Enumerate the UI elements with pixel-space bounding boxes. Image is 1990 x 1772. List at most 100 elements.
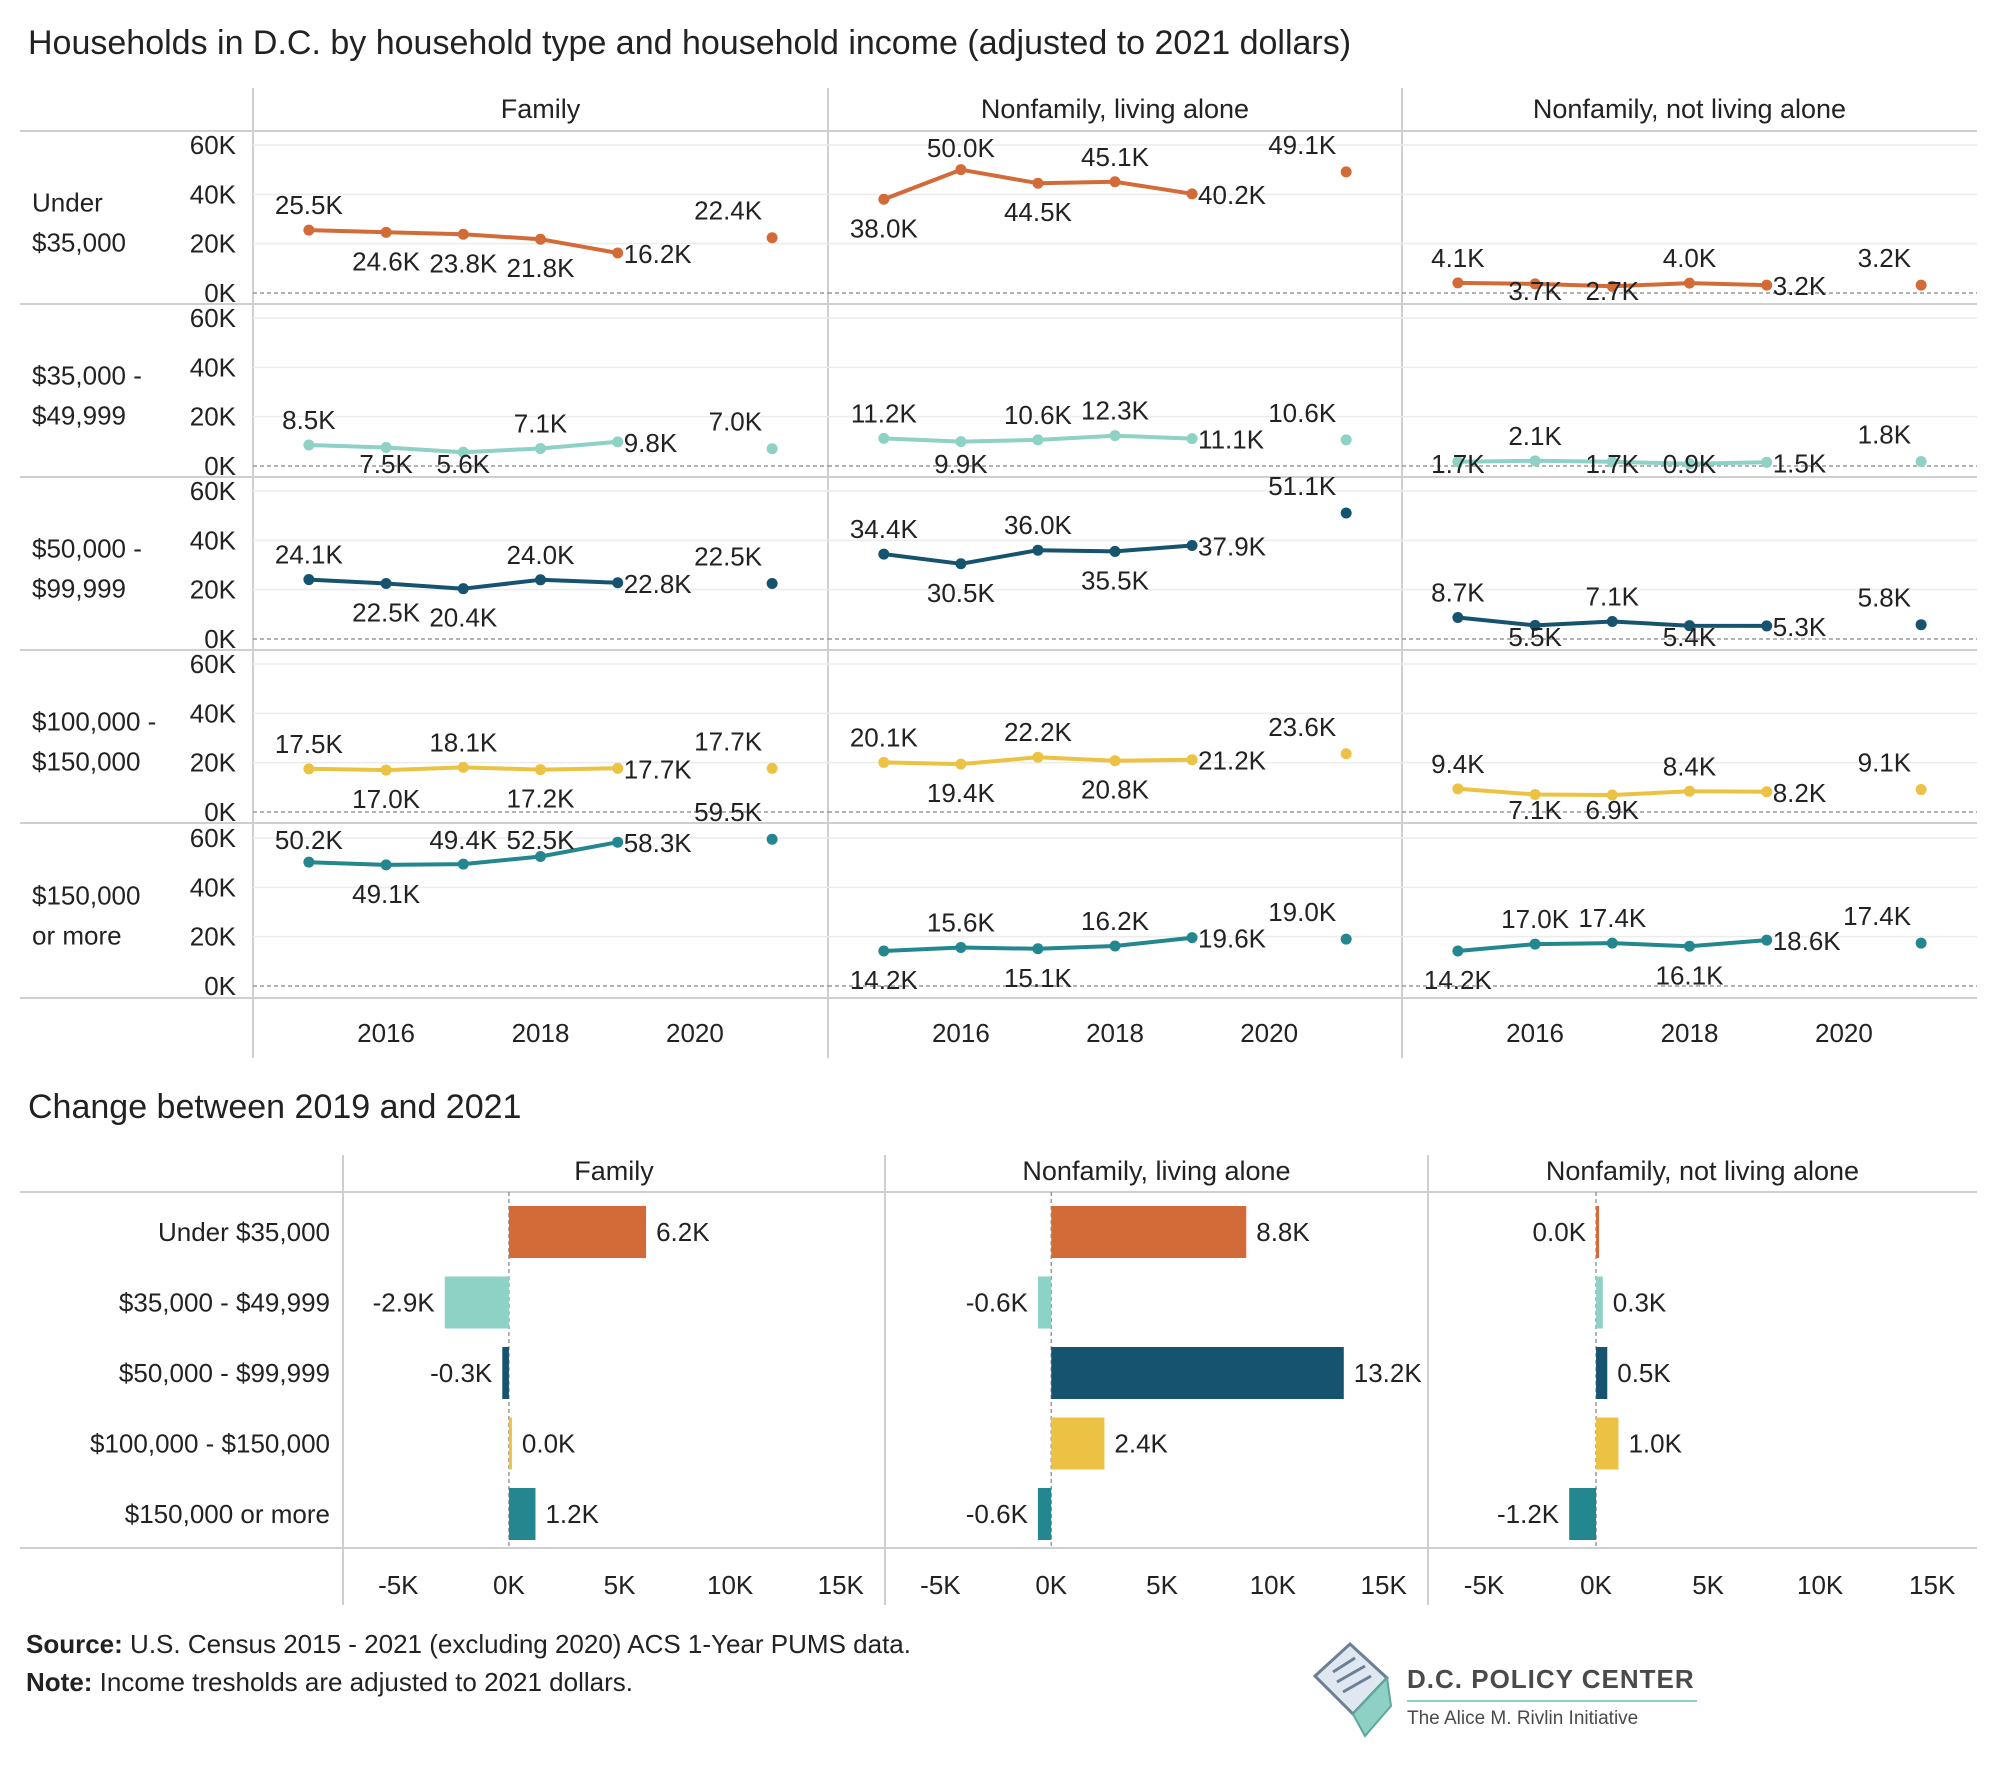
y-tick-label: 60K — [190, 303, 237, 333]
data-point — [955, 942, 967, 954]
data-label: 17.7K — [624, 754, 693, 784]
data-point — [766, 762, 778, 774]
data-point — [457, 583, 469, 595]
data-label: 23.6K — [1268, 712, 1337, 742]
y-tick-label: 0K — [204, 971, 236, 1001]
data-label: 49.4K — [429, 825, 498, 855]
data-point — [1606, 789, 1618, 801]
data-point — [1186, 433, 1198, 445]
data-point — [1684, 458, 1695, 470]
logo-divider — [1407, 1700, 1697, 1702]
chart-canvas: Households in D.C. by household type and… — [20, 24, 1977, 1605]
data-point — [766, 443, 778, 455]
row-label: $100,000 - — [32, 707, 156, 737]
x-tick-label: 0K — [1580, 1570, 1612, 1600]
data-point — [303, 574, 315, 586]
data-point — [1684, 620, 1695, 632]
y-tick-label: 40K — [190, 352, 237, 382]
note-label: Note: — [26, 1667, 93, 1697]
y-tick-label: 40K — [190, 872, 237, 902]
data-label: 22.4K — [694, 196, 763, 226]
y-tick-label: 20K — [190, 402, 237, 432]
change-title: Change between 2019 and 2021 — [28, 1088, 521, 1126]
data-label: 15.6K — [927, 908, 996, 938]
data-label: 23.8K — [429, 248, 498, 278]
data-point — [1915, 937, 1927, 949]
data-point — [1109, 940, 1121, 952]
data-point — [612, 762, 624, 774]
data-label: 1.5K — [1773, 448, 1827, 478]
x-tick-label: 15K — [1909, 1570, 1956, 1600]
data-label: 16.2K — [624, 239, 693, 269]
data-point — [1915, 784, 1927, 796]
data-point — [1529, 788, 1541, 800]
y-tick-label: 20K — [190, 748, 237, 778]
data-point — [1915, 279, 1927, 291]
data-point — [457, 761, 469, 773]
data-point — [612, 577, 624, 589]
column-header: Nonfamily, not living alone — [1533, 94, 1846, 124]
data-label: 8.5K — [282, 405, 336, 435]
change-bar — [1051, 1347, 1344, 1399]
data-point — [878, 945, 890, 957]
data-point — [303, 439, 315, 451]
column-header: Family — [501, 94, 581, 124]
data-point — [1109, 430, 1121, 442]
bar-label: 0.0K — [522, 1429, 576, 1459]
data-label: 4.0K — [1663, 243, 1717, 273]
data-point — [878, 548, 890, 560]
bar-label: 2.4K — [1114, 1429, 1168, 1459]
y-tick-label: 20K — [190, 229, 237, 259]
bar-panels-marks: 6.2K -2.9K -0.3K 0.0K 1.2K 8.8K -0.6K 13.2K 2.4K… — [373, 1206, 1683, 1540]
line-panels-grid: Family Nonfamily, living alone Nonfamily, … — [20, 88, 1977, 1058]
data-point — [1340, 434, 1352, 446]
data-label: 25.5K — [275, 190, 344, 220]
data-point — [1529, 278, 1541, 290]
row-label: $99,999 — [32, 574, 126, 604]
data-label: 17.7K — [694, 726, 763, 756]
data-label: 10.6K — [1268, 398, 1337, 428]
note-text: Income tresholds are adjusted to 2021 do… — [99, 1667, 633, 1697]
data-label: 16.2K — [1081, 906, 1150, 936]
x-tick-label: 2018 — [1661, 1018, 1719, 1048]
data-point — [457, 446, 469, 458]
data-label: 36.0K — [1004, 510, 1073, 540]
data-point — [380, 226, 392, 238]
data-point — [1761, 456, 1773, 468]
data-point — [766, 833, 778, 845]
data-label: 24.1K — [275, 540, 344, 570]
data-point — [535, 233, 546, 245]
data-label: 5.5K — [1508, 622, 1562, 652]
data-point — [380, 578, 392, 589]
data-point — [535, 442, 546, 454]
data-point — [1186, 754, 1198, 766]
data-point — [1452, 783, 1464, 795]
data-label: 17.4K — [1578, 903, 1647, 933]
x-tick-label: 15K — [1361, 1570, 1408, 1600]
data-point — [535, 851, 546, 862]
x-tick-label: 2018 — [512, 1018, 570, 1048]
row-label: $50,000 - — [32, 534, 142, 564]
y-tick-label: 40K — [190, 179, 237, 209]
column-header: Nonfamily, living alone — [981, 94, 1249, 124]
logo-tagline: The Alice M. Rivlin Initiative — [1407, 1708, 1639, 1729]
data-label: 18.1K — [429, 727, 498, 757]
x-tick-label: 0K — [1035, 1570, 1067, 1600]
data-point — [380, 859, 392, 871]
data-point — [1032, 434, 1044, 446]
data-label: 40.2K — [1198, 180, 1267, 210]
y-tick-label: 60K — [190, 823, 237, 853]
column-header: Nonfamily, living alone — [1022, 1156, 1290, 1186]
change-bar — [1596, 1206, 1600, 1258]
data-label: 22.5K — [694, 542, 763, 572]
y-tick-label: 40K — [190, 525, 237, 555]
data-label: 50.0K — [927, 133, 996, 163]
source-text: U.S. Census 2015 - 2021 (excluding 2020)… — [130, 1629, 911, 1659]
data-label: 8.2K — [1773, 778, 1827, 808]
footer: Source: U.S. Census 2015 - 2021 (excludi… — [26, 1625, 966, 1701]
data-label: 58.3K — [624, 828, 693, 858]
main-title: Households in D.C. by household type and… — [28, 24, 1351, 62]
data-label: 20.8K — [1081, 775, 1150, 805]
data-label: 9.9K — [934, 449, 988, 479]
